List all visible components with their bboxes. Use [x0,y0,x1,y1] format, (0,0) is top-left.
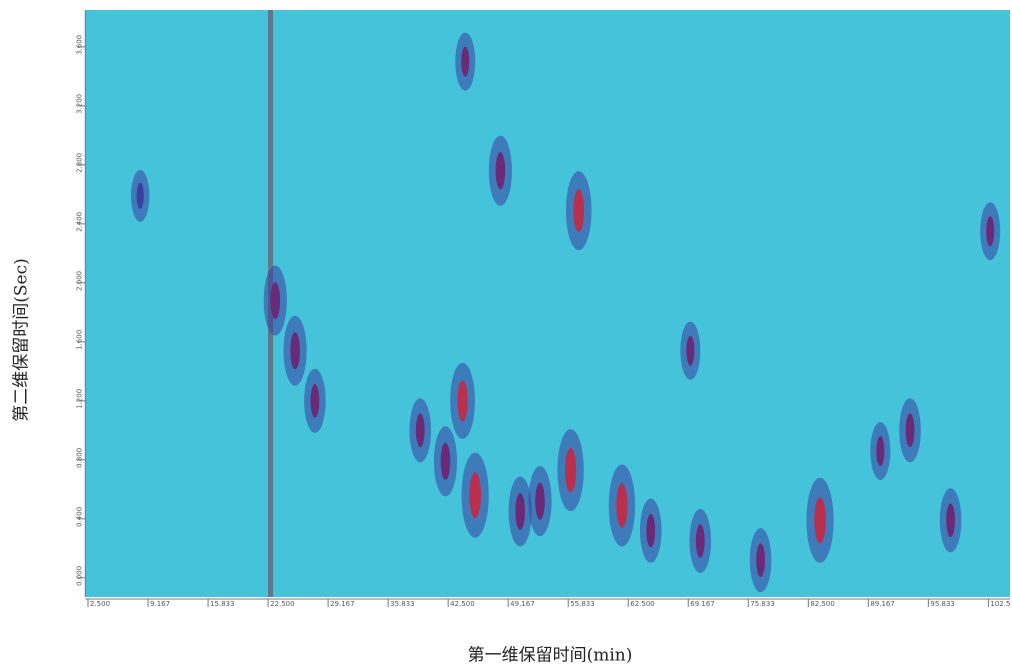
peak [270,281,281,320]
y-tick-label: 2.800 [75,153,83,173]
x-tick-label: 75.833 [750,600,775,608]
x-tick-label: 55.833 [570,600,595,608]
peak [535,482,545,520]
x-tick-label: 95.833 [930,600,955,608]
x-tick-label: 89.167 [870,600,895,608]
x-axis-title: 第一维保留时间(min) [468,646,633,666]
x-tick-label: 82.500 [810,600,835,608]
peak [461,46,470,77]
y-tick-label: 2.000 [75,271,83,291]
peak [495,152,506,190]
peak [573,189,585,232]
x-tick-label: 15.833 [210,600,235,608]
x-tick-label: 9.167 [150,600,170,608]
peak [440,442,451,480]
peak [646,513,656,548]
peak [946,503,955,538]
peak [136,182,144,210]
x-tick-label: 62.500 [630,600,655,608]
y-axis-title: 第二维保留时间(Sec) [12,258,32,422]
peak [814,497,826,544]
peak [515,492,525,531]
peak [415,413,425,448]
peak [616,483,628,528]
x-tick-label: 69.167 [690,600,715,608]
y-tick-label: 0.800 [75,448,83,468]
peak [986,216,995,247]
peak [469,472,481,519]
peak [565,447,577,493]
peak [695,524,705,558]
x-tick-label: 2.500 [90,600,110,608]
y-tick-label: 0.000 [75,566,83,586]
peak [876,435,885,466]
x-tick-label: 35.833 [390,600,415,608]
y-tick-label: 3.600 [75,35,83,55]
peak [686,335,695,366]
y-tick-label: 3.200 [75,94,83,114]
peak [756,543,765,577]
peak [310,384,320,418]
y-tick-label: 1.200 [75,389,83,409]
x-tick-label: 102.5 [990,600,1010,608]
y-tick-label: 2.400 [75,212,83,232]
x-tick-label: 22.500 [270,600,295,608]
y-tick-label: 1.600 [75,330,83,350]
peak [290,332,300,370]
peak [457,380,468,422]
x-tick-label: 29.167 [330,600,355,608]
x-tick-label: 49.167 [510,600,534,608]
peak [905,413,915,448]
x-tick-label: 42.500 [450,600,475,608]
y-tick-label: 0.400 [75,507,83,527]
